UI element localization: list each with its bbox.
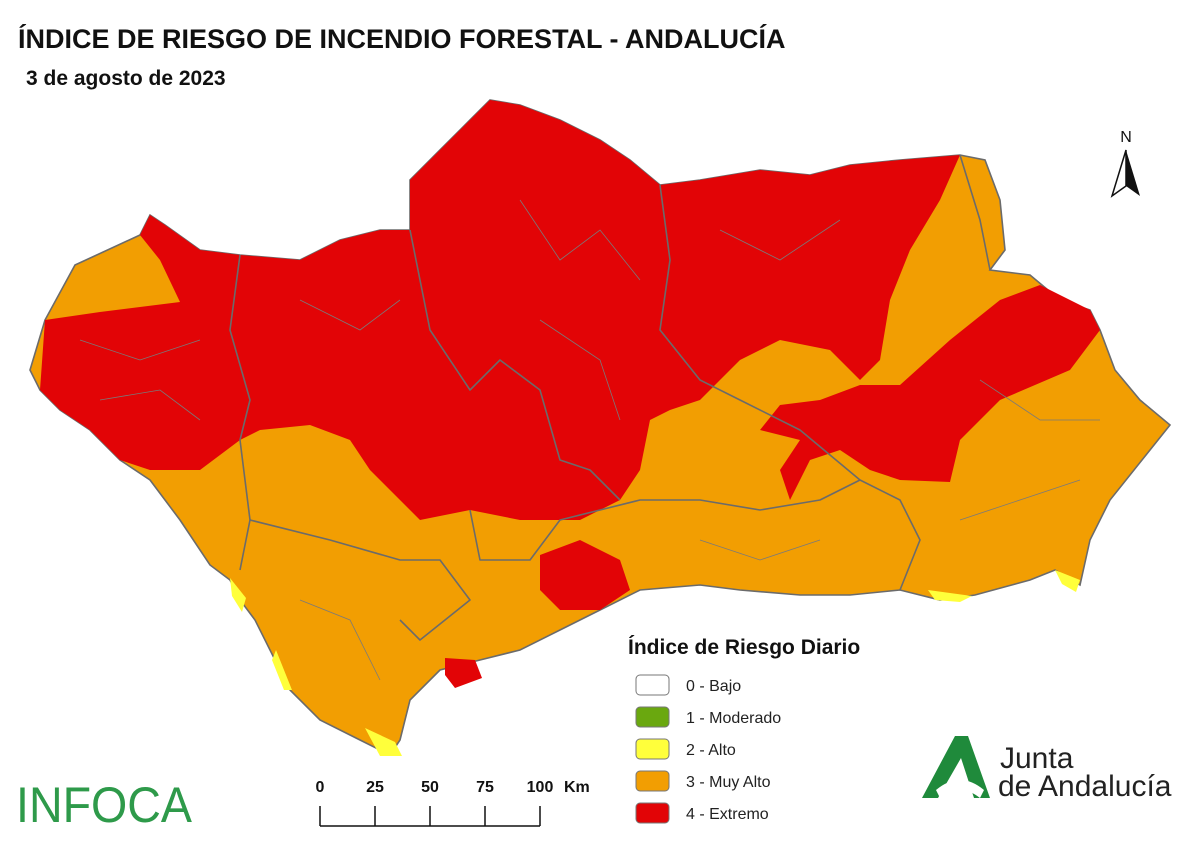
north-arrow-right [1126, 150, 1140, 196]
region-extreme [445, 658, 482, 688]
scale-unit: Km [564, 779, 590, 796]
scale-bar: 0 25 50 75 100 Km [316, 779, 590, 827]
legend-swatch [635, 802, 670, 824]
scale-label: 100 [527, 779, 554, 796]
infoca-logo: INFOCA [16, 777, 193, 833]
region-extreme [760, 285, 1100, 500]
legend: 0 - Bajo 1 - Moderado 2 - Alto 3 - Muy Alto… [635, 674, 781, 824]
province-border [469, 479, 861, 561]
junta-text: de Andalucía [998, 770, 1172, 803]
legend-swatch [635, 738, 670, 760]
region-high [1055, 570, 1080, 592]
title: ÍNDICE DE RIESGO DE INCENDIO FORESTAL - … [18, 23, 786, 54]
junta-text: Junta [1000, 742, 1074, 775]
scale-label: 50 [421, 779, 439, 796]
north-arrow-left [1110, 149, 1127, 198]
legend-label: 0 - Bajo [686, 678, 741, 695]
legend-swatch [635, 706, 670, 728]
region-high [928, 590, 972, 602]
province-border [249, 519, 471, 641]
province-border [659, 184, 921, 591]
province-border [229, 254, 251, 571]
legend-swatch [635, 770, 670, 792]
region-extreme [540, 540, 630, 610]
province-border [409, 229, 621, 501]
province-border [959, 154, 991, 271]
north-label: N [1120, 129, 1132, 146]
region-high [272, 650, 292, 690]
region-extreme [40, 100, 960, 520]
date: 3 de agosto de 2023 [26, 67, 226, 90]
municipal-border [79, 199, 1100, 681]
map [29, 99, 1172, 757]
legend-label: 1 - Moderado [686, 710, 781, 727]
junta-logo: Junta de Andalucía [922, 736, 1172, 803]
legend-label: 4 - Extremo [686, 806, 769, 823]
legend-title: Índice de Riesgo Diario [628, 636, 860, 659]
legend-label: 3 - Muy Alto [686, 774, 771, 791]
scale-label: 25 [366, 779, 384, 796]
legend-swatch [635, 674, 670, 696]
junta-mark-cut [936, 780, 984, 798]
region-high [230, 578, 246, 612]
region-high [365, 728, 402, 756]
scale-label: 0 [316, 779, 325, 796]
junta-mark [922, 736, 990, 798]
legend-label: 2 - Alto [686, 742, 736, 759]
scale-label: 75 [476, 779, 494, 796]
north-arrow: N [1110, 129, 1140, 198]
